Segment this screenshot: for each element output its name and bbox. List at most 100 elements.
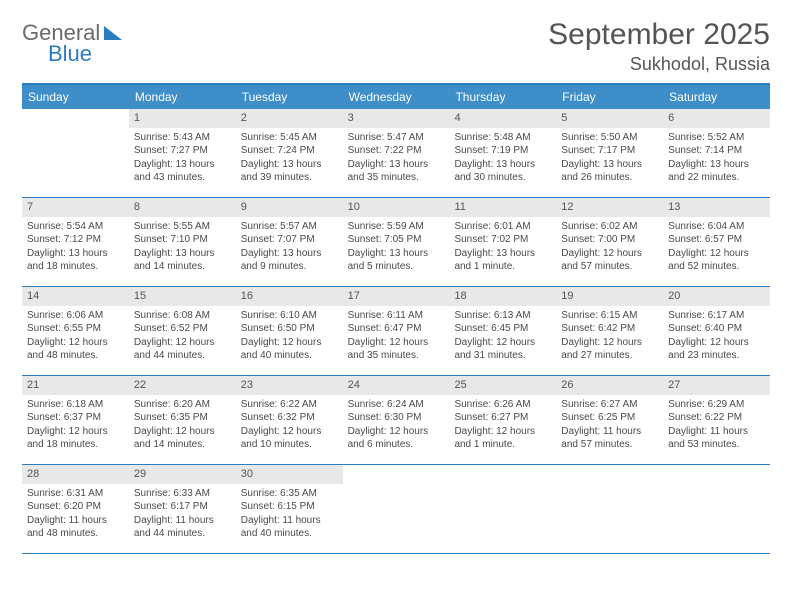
day-number: 13 [663,198,770,217]
day-ss: Sunset: 6:52 PM [134,322,231,336]
week-row: 7Sunrise: 5:54 AMSunset: 7:12 PMDaylight… [22,198,770,287]
day-ss: Sunset: 7:19 PM [454,144,551,158]
weekday-header: Thursday [449,85,556,109]
day-number: 1 [129,109,236,128]
day-sr: Sunrise: 5:45 AM [241,131,338,145]
day-number: 25 [449,376,556,395]
day-d1: Daylight: 11 hours [561,425,658,439]
day-sr: Sunrise: 6:31 AM [27,487,124,501]
day-d1: Daylight: 13 hours [134,158,231,172]
weekday-header: Wednesday [343,85,450,109]
day-sr: Sunrise: 5:54 AM [27,220,124,234]
day-cell: 20Sunrise: 6:17 AMSunset: 6:40 PMDayligh… [663,287,770,375]
day-number: 12 [556,198,663,217]
day-d1: Daylight: 12 hours [561,247,658,261]
day-d2: and 6 minutes. [348,438,445,452]
day-body: Sunrise: 5:59 AMSunset: 7:05 PMDaylight:… [343,217,450,278]
day-body: Sunrise: 6:26 AMSunset: 6:27 PMDaylight:… [449,395,556,456]
day-sr: Sunrise: 6:10 AM [241,309,338,323]
day-d1: Daylight: 13 hours [668,158,765,172]
day-body: Sunrise: 6:31 AMSunset: 6:20 PMDaylight:… [22,484,129,545]
day-d2: and 26 minutes. [561,171,658,185]
day-number: 24 [343,376,450,395]
day-sr: Sunrise: 6:17 AM [668,309,765,323]
day-number: 15 [129,287,236,306]
day-d1: Daylight: 12 hours [134,336,231,350]
day-number: 21 [22,376,129,395]
day-body: Sunrise: 6:11 AMSunset: 6:47 PMDaylight:… [343,306,450,367]
day-ss: Sunset: 6:25 PM [561,411,658,425]
day-d1: Daylight: 12 hours [27,336,124,350]
day-cell: 9Sunrise: 5:57 AMSunset: 7:07 PMDaylight… [236,198,343,286]
day-body: Sunrise: 5:50 AMSunset: 7:17 PMDaylight:… [556,128,663,189]
day-body: Sunrise: 6:10 AMSunset: 6:50 PMDaylight:… [236,306,343,367]
day-d2: and 48 minutes. [27,527,124,541]
day-sr: Sunrise: 6:22 AM [241,398,338,412]
day-sr: Sunrise: 5:55 AM [134,220,231,234]
day-number: 9 [236,198,343,217]
day-d1: Daylight: 11 hours [241,514,338,528]
day-cell: 23Sunrise: 6:22 AMSunset: 6:32 PMDayligh… [236,376,343,464]
month-title: September 2025 [548,18,770,52]
day-d2: and 14 minutes. [134,260,231,274]
day-sr: Sunrise: 5:57 AM [241,220,338,234]
day-d2: and 5 minutes. [348,260,445,274]
day-d1: Daylight: 11 hours [668,425,765,439]
weekday-header: Monday [129,85,236,109]
logo-text-2: Blue [48,43,92,65]
day-ss: Sunset: 6:22 PM [668,411,765,425]
day-cell: 22Sunrise: 6:20 AMSunset: 6:35 PMDayligh… [129,376,236,464]
day-body: Sunrise: 5:55 AMSunset: 7:10 PMDaylight:… [129,217,236,278]
day-d2: and 43 minutes. [134,171,231,185]
day-ss: Sunset: 7:02 PM [454,233,551,247]
day-cell: 30Sunrise: 6:35 AMSunset: 6:15 PMDayligh… [236,465,343,553]
day-sr: Sunrise: 6:35 AM [241,487,338,501]
day-cell: 29Sunrise: 6:33 AMSunset: 6:17 PMDayligh… [129,465,236,553]
day-d1: Daylight: 13 hours [348,158,445,172]
day-d2: and 40 minutes. [241,349,338,363]
day-cell: 26Sunrise: 6:27 AMSunset: 6:25 PMDayligh… [556,376,663,464]
day-d1: Daylight: 13 hours [454,158,551,172]
day-sr: Sunrise: 6:15 AM [561,309,658,323]
weekday-header: Friday [556,85,663,109]
day-number: 18 [449,287,556,306]
day-cell: 5Sunrise: 5:50 AMSunset: 7:17 PMDaylight… [556,109,663,197]
day-sr: Sunrise: 6:24 AM [348,398,445,412]
day-d2: and 35 minutes. [348,349,445,363]
day-cell: 15 Sunrise: 6:08 AMSunset: 6:52 PMDayligh… [129,287,236,375]
day-d2: and 44 minutes. [134,349,231,363]
day-d2: and 52 minutes. [668,260,765,274]
day-sr: Sunrise: 6:13 AM [454,309,551,323]
day-d1: Daylight: 12 hours [27,425,124,439]
day-sr: Sunrise: 6:18 AM [27,398,124,412]
weekday-header-row: Sunday Monday Tuesday Wednesday Thursday… [22,85,770,109]
day-d1: Daylight: 12 hours [454,336,551,350]
day-cell: 11Sunrise: 6:01 AMSunset: 7:02 PMDayligh… [449,198,556,286]
day-number: 28 [22,465,129,484]
day-sr: Sunrise: 6:08 AM [134,309,231,323]
day-cell: 8Sunrise: 5:55 AMSunset: 7:10 PMDaylight… [129,198,236,286]
week-row: 21Sunrise: 6:18 AMSunset: 6:37 PMDayligh… [22,376,770,465]
day-sr: Sunrise: 6:33 AM [134,487,231,501]
day-body: Sunrise: 5:57 AMSunset: 7:07 PMDaylight:… [236,217,343,278]
day-d2: and 27 minutes. [561,349,658,363]
weekday-header: Saturday [663,85,770,109]
day-body: Sunrise: 6:22 AMSunset: 6:32 PMDaylight:… [236,395,343,456]
logo: General Blue [22,18,124,65]
day-number: 30 [236,465,343,484]
day-body: Sunrise: 5:48 AMSunset: 7:19 PMDaylight:… [449,128,556,189]
empty-cell [663,465,770,553]
day-cell: 14Sunrise: 6:06 AMSunset: 6:55 PMDayligh… [22,287,129,375]
location: Sukhodol, Russia [548,54,770,75]
day-cell: 7Sunrise: 5:54 AMSunset: 7:12 PMDaylight… [22,198,129,286]
weekday-header: Tuesday [236,85,343,109]
day-number: 17 [343,287,450,306]
day-body: Sunrise: 6:13 AMSunset: 6:45 PMDaylight:… [449,306,556,367]
day-d1: Daylight: 12 hours [241,336,338,350]
day-d2: and 22 minutes. [668,171,765,185]
day-cell: 28Sunrise: 6:31 AMSunset: 6:20 PMDayligh… [22,465,129,553]
day-sr: Sunrise: 6:11 AM [348,309,445,323]
day-body: Sunrise: 6:02 AMSunset: 7:00 PMDaylight:… [556,217,663,278]
day-ss: Sunset: 6:30 PM [348,411,445,425]
day-number: 27 [663,376,770,395]
